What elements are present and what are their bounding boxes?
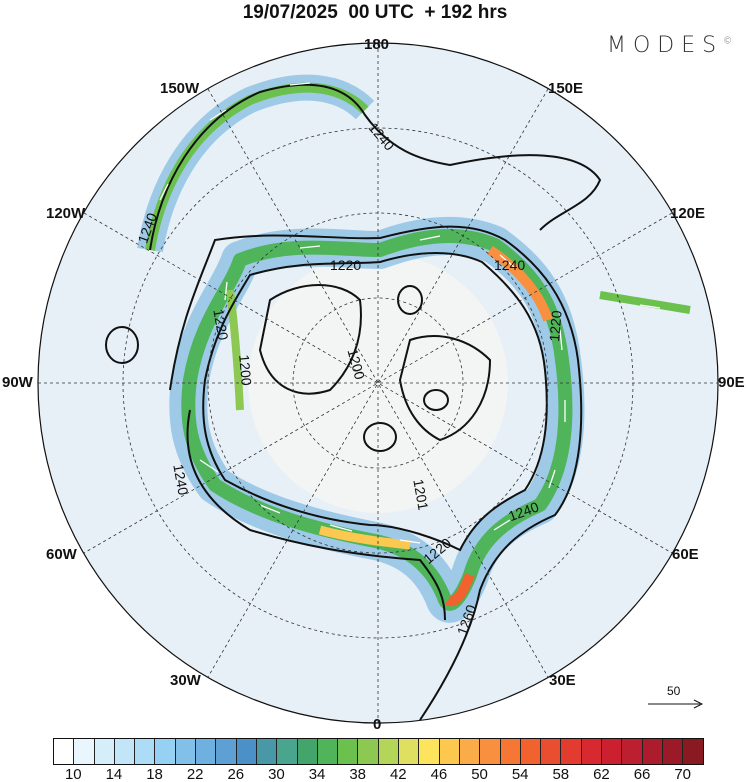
colorbar-tick-label: 50	[471, 766, 488, 782]
colorbar-swatch	[642, 739, 663, 764]
wind-vectors	[159, 82, 661, 544]
colorbar-swatch	[196, 739, 217, 764]
lon-label-180: 180	[364, 36, 390, 53]
contour-label: 1200	[345, 347, 369, 381]
colorbar-swatch	[216, 739, 237, 764]
contour-label: 1240	[494, 257, 525, 273]
colorbar-swatch	[541, 739, 562, 764]
colorbar-tick-label: 14	[105, 766, 123, 782]
colorbar-swatch	[114, 739, 136, 764]
colorbar-swatch	[135, 739, 156, 764]
colorbar-swatch	[622, 739, 643, 764]
logo-mark: ©	[723, 36, 733, 47]
lon-label-90e: 90E	[718, 374, 745, 391]
colorbar-tick-label: 42	[389, 766, 407, 782]
colorbar-swatch	[459, 739, 481, 764]
colorbar-swatch	[297, 739, 318, 764]
contour-label: 1240	[170, 463, 191, 497]
lon-label-120w: 120W	[46, 205, 86, 222]
colorbar-swatch	[500, 739, 521, 764]
lon-label-60w: 60W	[46, 546, 77, 563]
reference-vector-arrow	[648, 699, 704, 709]
modes-logo: MODES©	[607, 33, 732, 58]
contour-label: 1220	[546, 310, 565, 343]
colorbar-swatch	[317, 739, 339, 764]
colorbar-swatch	[683, 739, 703, 764]
colorbar-tick-label: 38	[349, 766, 367, 782]
colorbar-tick-label: 22	[186, 766, 204, 782]
height-contours	[105, 83, 602, 721]
colorbar-tick-label: 30	[268, 766, 285, 782]
colorbar-tick-label: 62	[593, 766, 610, 782]
colorbar-swatch	[581, 739, 603, 764]
colorbar-tick-label: 70	[674, 766, 692, 782]
reference-vector-label: 50	[667, 684, 681, 698]
lon-label-120e: 120E	[670, 205, 706, 222]
lon-label-30w: 30W	[170, 672, 201, 689]
lon-label-30e: 30E	[549, 672, 576, 689]
map-title: 19/07/2025 00 UTC + 192 hrs	[242, 2, 508, 23]
colorbar-swatch	[358, 739, 379, 764]
colorbar-swatch	[399, 739, 420, 764]
contour-label: 1201	[410, 478, 431, 512]
colorbar-swatch	[662, 739, 684, 764]
colorbar-swatch	[94, 739, 115, 764]
contour-label: 1200	[236, 354, 255, 387]
contour-label: 1220	[330, 257, 361, 273]
colorbar-tick-label: 58	[552, 766, 570, 782]
colorbar-tick-label: 18	[146, 766, 163, 782]
lon-label-60e: 60E	[672, 546, 699, 563]
colorbar-swatch	[256, 739, 278, 764]
colorbar	[53, 738, 704, 765]
colorbar-swatch	[602, 739, 623, 764]
contour-label: 1220	[210, 308, 231, 342]
colorbar-swatch	[338, 739, 359, 764]
colorbar-swatch	[277, 739, 298, 764]
colorbar-tick-label: 66	[633, 766, 651, 782]
lon-label-90w: 90W	[2, 374, 33, 391]
colorbar-tick-label: 10	[64, 766, 82, 782]
map-border	[37, 42, 719, 724]
lon-label-150e: 150E	[548, 80, 584, 97]
colorbar-swatch	[520, 739, 542, 764]
colorbar-swatch	[175, 739, 197, 764]
lon-label-0: 0	[373, 716, 382, 733]
colorbar-swatch	[155, 739, 176, 764]
colorbar-swatch	[480, 739, 501, 764]
colorbar-swatch	[439, 739, 460, 764]
colorbar-swatch	[561, 739, 582, 764]
lon-label-150w: 150W	[160, 80, 200, 97]
colorbar-swatch	[236, 739, 257, 764]
logo-text: MODES	[607, 33, 724, 58]
lat-lon-grid	[38, 43, 718, 723]
colorbar-swatch	[378, 739, 400, 764]
colorbar-swatch	[419, 739, 440, 764]
colorbar-tick-label: 26	[227, 766, 245, 782]
colorbar-swatch	[74, 739, 95, 764]
colorbar-tick-label: 54	[511, 766, 529, 782]
colorbar-tick-label: 34	[308, 766, 326, 782]
colorbar-tick-label: 46	[430, 766, 448, 782]
colorbar-swatch	[54, 739, 75, 764]
